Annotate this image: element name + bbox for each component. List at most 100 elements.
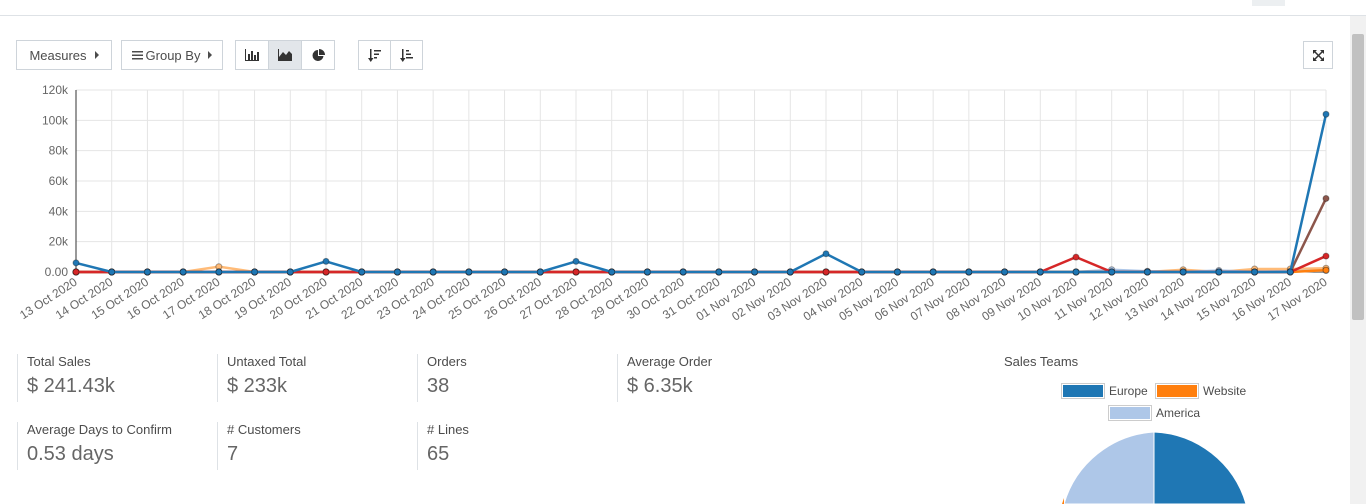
list-icon [131, 51, 143, 60]
data-point [251, 268, 259, 276]
kpi-label: # Customers [227, 422, 301, 437]
sort-descending-button[interactable] [358, 40, 391, 70]
data-point [1072, 253, 1080, 261]
kpi-label: Untaxed Total [227, 354, 307, 369]
data-point [179, 268, 187, 276]
data-point [143, 268, 151, 276]
data-point [72, 268, 80, 276]
y-tick-label: 60k [49, 174, 69, 188]
caret-right-icon [208, 51, 213, 59]
kpi-customers[interactable]: # Customers 7 [217, 422, 301, 470]
data-point [608, 268, 616, 276]
data-point [429, 268, 437, 276]
pie-slice-america[interactable] [1063, 431, 1155, 504]
expand-button[interactable] [1303, 41, 1333, 69]
sort-ascending-icon [400, 48, 413, 62]
legend-label: Website [1203, 384, 1247, 398]
top-bar [0, 0, 1366, 16]
data-point [822, 250, 830, 258]
data-point [572, 257, 580, 265]
legend-item-website[interactable]: Website [1155, 383, 1247, 399]
series-line-3 [76, 197, 1328, 274]
kpi-value: 7 [227, 443, 239, 465]
data-point [1322, 194, 1330, 202]
pie-chart-button[interactable] [301, 40, 335, 70]
data-point [715, 268, 723, 276]
kpi-label: Average Days to Confirm [27, 422, 172, 437]
data-point [322, 257, 330, 265]
bar-chart-button[interactable] [235, 40, 269, 70]
sort-descending-icon [368, 48, 381, 62]
data-point [1322, 252, 1330, 260]
data-point [679, 268, 687, 276]
kpi-value: 0.53 days [27, 443, 114, 465]
data-point [1251, 268, 1259, 276]
line-chart-button[interactable] [268, 40, 302, 70]
legend-item-europe[interactable]: Europe [1061, 383, 1148, 399]
y-tick-label: 20k [49, 235, 69, 249]
data-point [1322, 110, 1330, 118]
sort-ascending-button[interactable] [390, 40, 423, 70]
legend-swatch [1108, 405, 1152, 421]
kpi-orders[interactable]: Orders 38 [417, 354, 467, 402]
data-point [322, 268, 330, 276]
kpi-average-days-to-confirm[interactable]: Average Days to Confirm 0.53 days [17, 422, 172, 470]
kpi-value: $ 241.43k [27, 375, 115, 397]
data-point [393, 268, 401, 276]
y-tick-label: 100k [42, 113, 69, 127]
data-point [1001, 268, 1009, 276]
sales-teams-pie [1062, 431, 1247, 504]
legend-swatch [1155, 383, 1199, 399]
data-point [751, 268, 759, 276]
data-point [1143, 268, 1151, 276]
pie-chart-icon [312, 48, 325, 61]
legend-swatch [1061, 383, 1105, 399]
group-by-button[interactable]: Group By [121, 40, 223, 70]
kpi-lines[interactable]: # Lines 65 [417, 422, 469, 470]
data-point [572, 268, 580, 276]
legend-label: Europe [1109, 384, 1148, 398]
kpi-untaxed-total[interactable]: Untaxed Total $ 233k [217, 354, 306, 402]
legend-item-america[interactable]: America [1108, 405, 1200, 421]
area-chart-icon [278, 49, 292, 61]
data-point [108, 268, 116, 276]
data-point [1179, 268, 1187, 276]
measures-label: Measures [29, 47, 87, 63]
pie-slice-europe[interactable] [1153, 431, 1247, 504]
kpi-total-sales[interactable]: Total Sales $ 241.43k [17, 354, 115, 402]
kpi-value: 65 [427, 443, 450, 465]
data-point [1072, 268, 1080, 276]
scrollbar-thumb[interactable] [1352, 34, 1364, 320]
data-point [286, 268, 294, 276]
kpi-label: Orders [427, 354, 467, 369]
expand-icon [1312, 49, 1324, 61]
kpi-label: Average Order [627, 354, 713, 369]
data-point [965, 268, 973, 276]
pie-slice-website[interactable] [1062, 498, 1064, 504]
data-point [1036, 268, 1044, 276]
top-bar-button[interactable] [1252, 0, 1285, 6]
data-point [501, 268, 509, 276]
measures-button[interactable]: Measures [16, 40, 112, 70]
data-point [536, 268, 544, 276]
bar-chart-icon [245, 49, 259, 61]
data-point [786, 268, 794, 276]
kpi-value: $ 233k [227, 375, 288, 397]
data-point [1215, 268, 1223, 276]
pie-title: Sales Teams [1004, 354, 1079, 369]
data-point [822, 268, 830, 276]
data-point [893, 268, 901, 276]
sort-group [358, 40, 423, 70]
kpi-average-order[interactable]: Average Order $ 6.35k [617, 354, 712, 402]
data-point [1322, 266, 1330, 274]
group-by-label: Group By [145, 47, 201, 63]
y-tick-label: 0.00 [45, 265, 69, 279]
data-point [215, 268, 223, 276]
kpi-label: # Lines [427, 422, 469, 437]
caret-right-icon [94, 51, 99, 59]
kpi-label: Total Sales [27, 354, 91, 369]
y-tick-label: 40k [49, 204, 69, 218]
data-point [1286, 268, 1294, 276]
data-point [72, 259, 80, 267]
